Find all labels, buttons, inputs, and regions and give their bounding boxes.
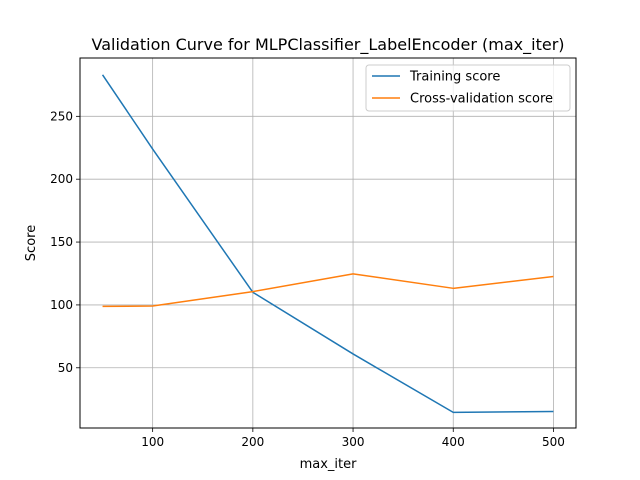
y-tick-label: 50 [58,361,73,375]
legend: Training score Cross-validation score [365,64,571,112]
x-tick-label: 200 [241,435,264,449]
grid-lines [80,58,576,428]
y-tick-label: 150 [50,235,73,249]
plot-area-frame [79,57,577,429]
legend-entry-label: Training score [409,70,500,85]
x-axis-label: max_iter [300,457,358,472]
x-tick-label: 400 [442,435,465,449]
chart-title: Validation Curve for MLPClassifier_Label… [91,35,564,55]
y-tick-label: 250 [50,109,73,123]
y-tick-label: 200 [50,172,73,186]
x-axis-ticks: 100 200 300 400 500 [141,428,565,449]
series-line-cross-validation [102,273,554,308]
x-tick-label: 100 [141,435,164,449]
series-line-training [101,74,554,414]
x-tick-label: 300 [342,435,365,449]
x-tick-label: 500 [542,435,565,449]
y-axis-label: Score [24,225,39,261]
y-axis-ticks: 50 100 150 200 250 [50,109,80,375]
series-lines [101,74,554,414]
y-tick-label: 100 [50,298,73,312]
legend-box [365,64,571,112]
legend-entry-label: Cross-validation score [410,92,553,107]
